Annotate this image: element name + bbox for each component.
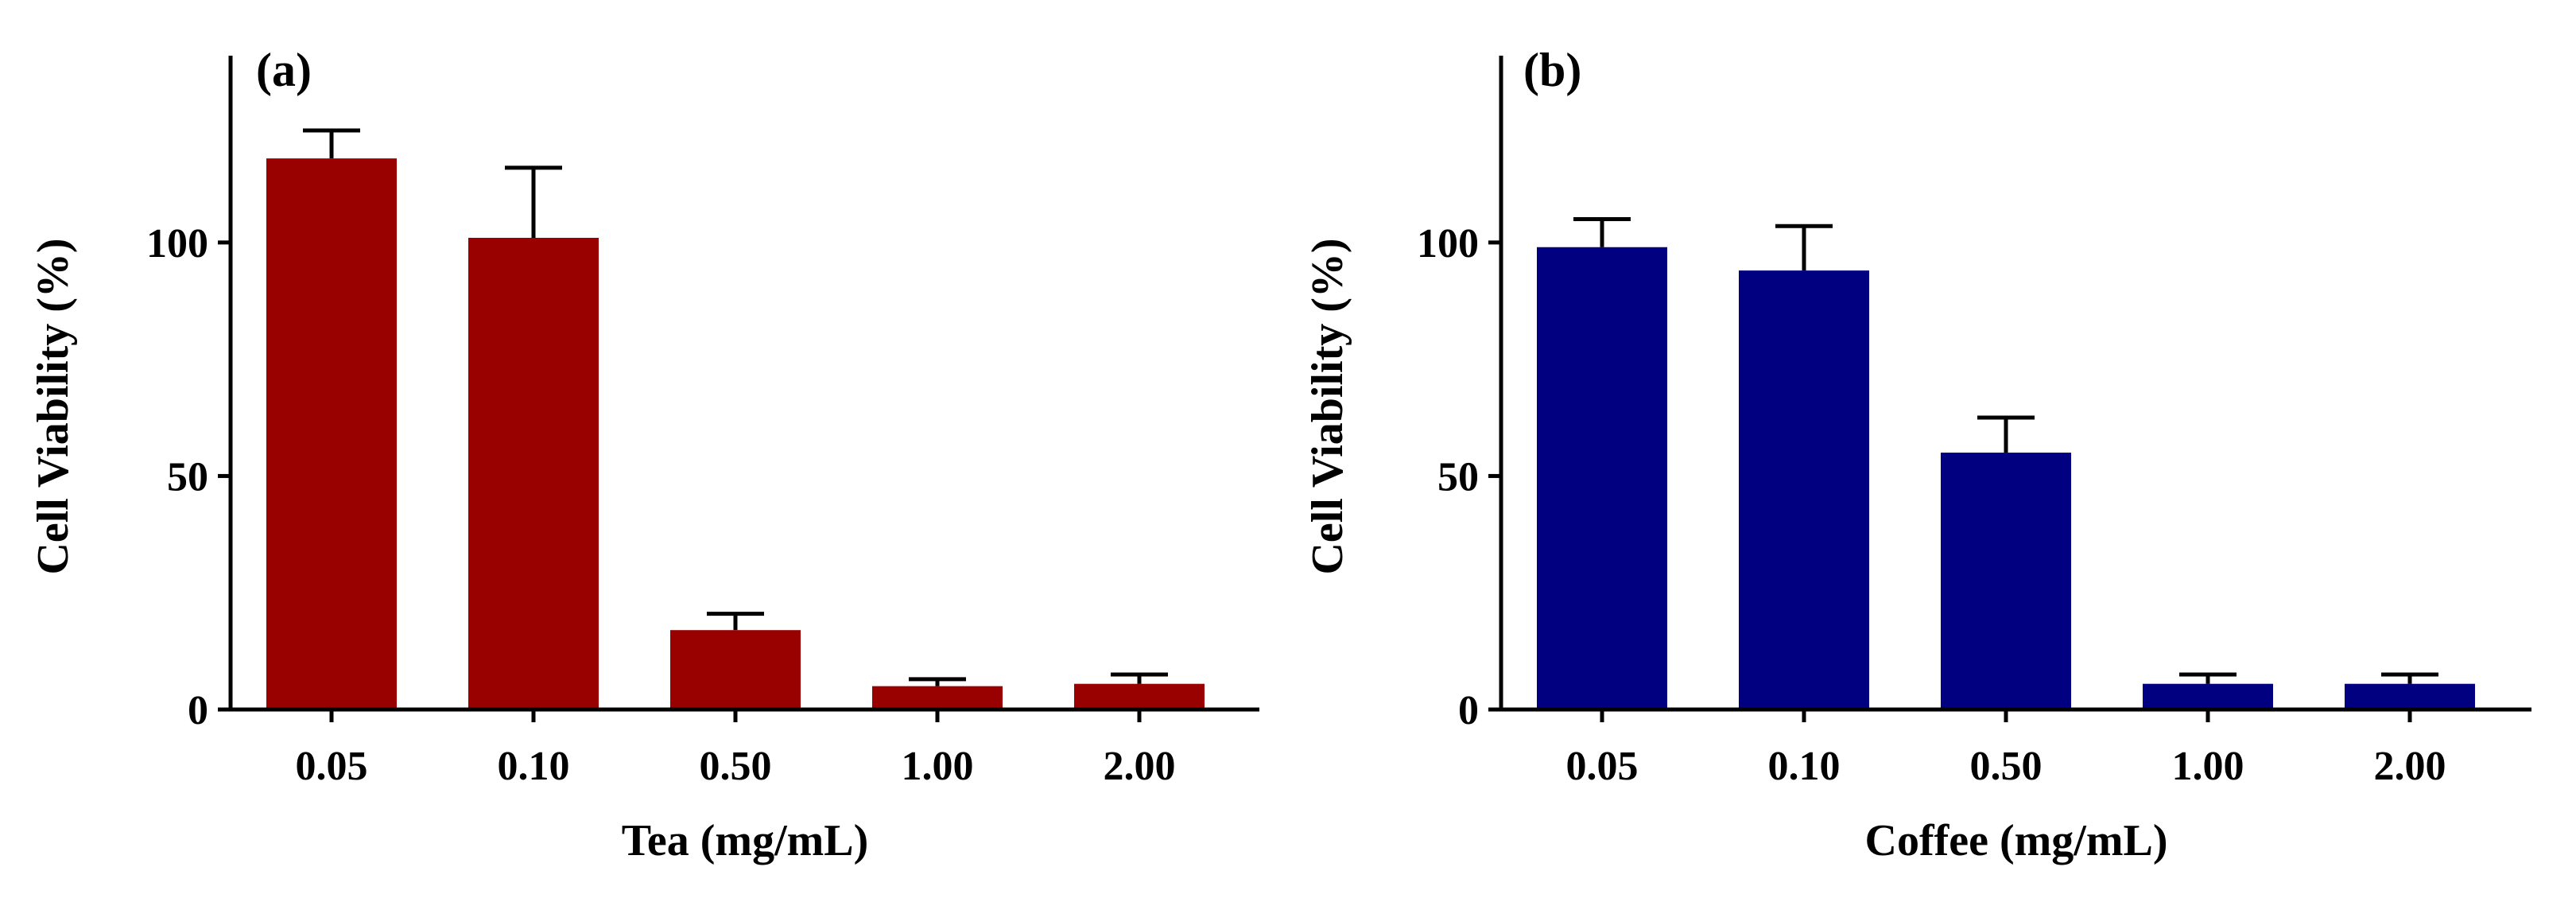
x-tick-label: 1.00 bbox=[902, 744, 974, 789]
bar-1.00 bbox=[2143, 683, 2273, 710]
y-axis-label: Cell Viability (%) bbox=[1303, 238, 1352, 574]
y-tick-label: 100 bbox=[1417, 221, 1479, 266]
error-bar-0.05 bbox=[303, 128, 360, 159]
y-tick-label: 100 bbox=[146, 221, 208, 266]
x-tick-label: 0.50 bbox=[700, 744, 772, 789]
bar-0.50 bbox=[1941, 453, 2071, 710]
x-tick-label: 0.50 bbox=[1970, 744, 2043, 789]
bar-0.05 bbox=[1537, 247, 1667, 710]
error-bar-1.00 bbox=[2179, 672, 2237, 684]
x-tick-label: 0.10 bbox=[498, 744, 570, 789]
error-bar-0.50 bbox=[707, 612, 764, 631]
y-axis-label: Cell Viability (%) bbox=[29, 238, 78, 574]
x-tick-label: 1.00 bbox=[2172, 744, 2244, 789]
error-bar-0.50 bbox=[1977, 415, 2035, 453]
y-tick-label: 50 bbox=[167, 454, 208, 500]
error-bar-0.10 bbox=[505, 165, 562, 238]
bar-2.00 bbox=[2345, 683, 2475, 710]
x-tick-label: 0.05 bbox=[296, 744, 368, 789]
bar-1.00 bbox=[872, 686, 1003, 710]
error-bar-2.00 bbox=[2381, 672, 2438, 684]
y-tick-label: 50 bbox=[1437, 454, 1479, 500]
x-tick-label: 0.10 bbox=[1768, 744, 1841, 789]
bar-0.10 bbox=[1739, 270, 1869, 710]
bar-0.50 bbox=[670, 630, 801, 710]
x-tick-label: 2.00 bbox=[1104, 744, 1176, 789]
x-tick-label: 2.00 bbox=[2374, 744, 2446, 789]
panel-label: (a) bbox=[256, 44, 312, 96]
x-axis-label: Coffee (mg/mL) bbox=[1865, 816, 2168, 865]
y-tick-label: 0 bbox=[1458, 688, 1479, 733]
panel-label: (b) bbox=[1523, 44, 1581, 96]
x-tick-label: 0.05 bbox=[1566, 744, 1639, 789]
error-bar-1.00 bbox=[909, 677, 966, 686]
panel-a: 0 50 100 0.05 0.10 0.50 1.00 2.00 Tea (mg/mL) Cel… bbox=[29, 44, 1259, 865]
bar-0.05 bbox=[266, 158, 397, 710]
y-tick-label: 0 bbox=[188, 688, 208, 733]
bar-2.00 bbox=[1074, 683, 1205, 710]
bar-0.10 bbox=[468, 237, 599, 710]
error-bar-0.10 bbox=[1775, 224, 1833, 271]
error-bar-0.05 bbox=[1573, 217, 1631, 247]
error-bar-2.00 bbox=[1111, 672, 1168, 684]
x-axis-label: Tea (mg/mL) bbox=[622, 816, 869, 865]
panel-b: 0 50 100 0.05 0.10 0.50 1.00 2.00 Coffee (mg/mL)… bbox=[1303, 44, 2531, 865]
